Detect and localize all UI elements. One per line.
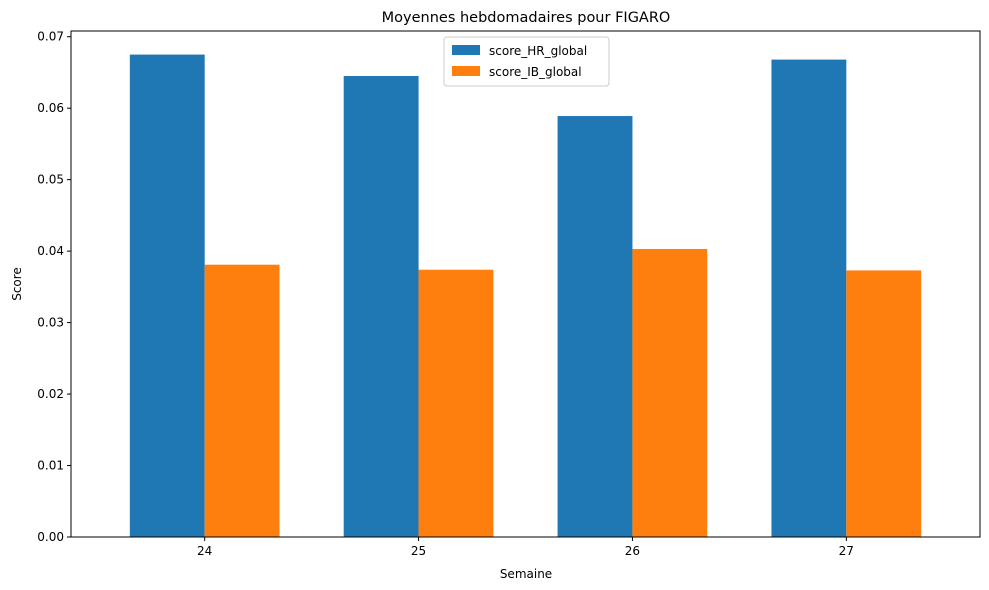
bar-score_HR_global-24 [129, 54, 205, 537]
y-tick-label-0.00: 0.00 [37, 530, 64, 544]
x-axis-label: Semaine [500, 567, 552, 581]
bar-score_HR_global-27 [771, 59, 847, 538]
y-tick-label-0.05: 0.05 [37, 173, 64, 187]
y-tick-label-0.02: 0.02 [37, 387, 64, 401]
y-tick-label-0.01: 0.01 [37, 459, 64, 473]
legend-label-score_IB_global: score_IB_global [489, 65, 582, 79]
legend: score_HR_global score_IB_global [443, 36, 610, 87]
bar-score_HR_global-25 [343, 76, 419, 537]
y-axis-label: Score [10, 267, 24, 301]
bar-score_IB_global-25 [418, 269, 494, 537]
y-tick-label-0.06: 0.06 [37, 101, 64, 115]
bar-score_IB_global-27 [846, 270, 922, 537]
legend-label-score_HR_global: score_HR_global [489, 44, 587, 58]
x-tick-label-24: 24 [197, 544, 212, 558]
y-tick-label-0.04: 0.04 [37, 244, 64, 258]
plot-frame [70, 30, 981, 538]
legend-box [443, 36, 610, 87]
y-tick-label-0.03: 0.03 [37, 316, 64, 330]
plot-area: 24 25 26 27 0.00 0.01 0.02 0.03 0.04 0.05 0.06 0.07 [37, 30, 922, 558]
y-tick-label-0.07: 0.07 [37, 30, 64, 44]
bar-score_IB_global-26 [632, 248, 708, 538]
legend-swatch-score_IB_global [452, 66, 480, 76]
chart-title: Moyennes hebdomadaires pour FIGARO [382, 10, 671, 26]
bar-score_IB_global-24 [204, 264, 280, 537]
x-tick-label-25: 25 [411, 544, 426, 558]
bar-score_HR_global-26 [557, 116, 633, 538]
legend-swatch-score_HR_global [452, 45, 480, 55]
x-tick-label-27: 27 [839, 544, 854, 558]
x-tick-label-26: 26 [625, 544, 640, 558]
